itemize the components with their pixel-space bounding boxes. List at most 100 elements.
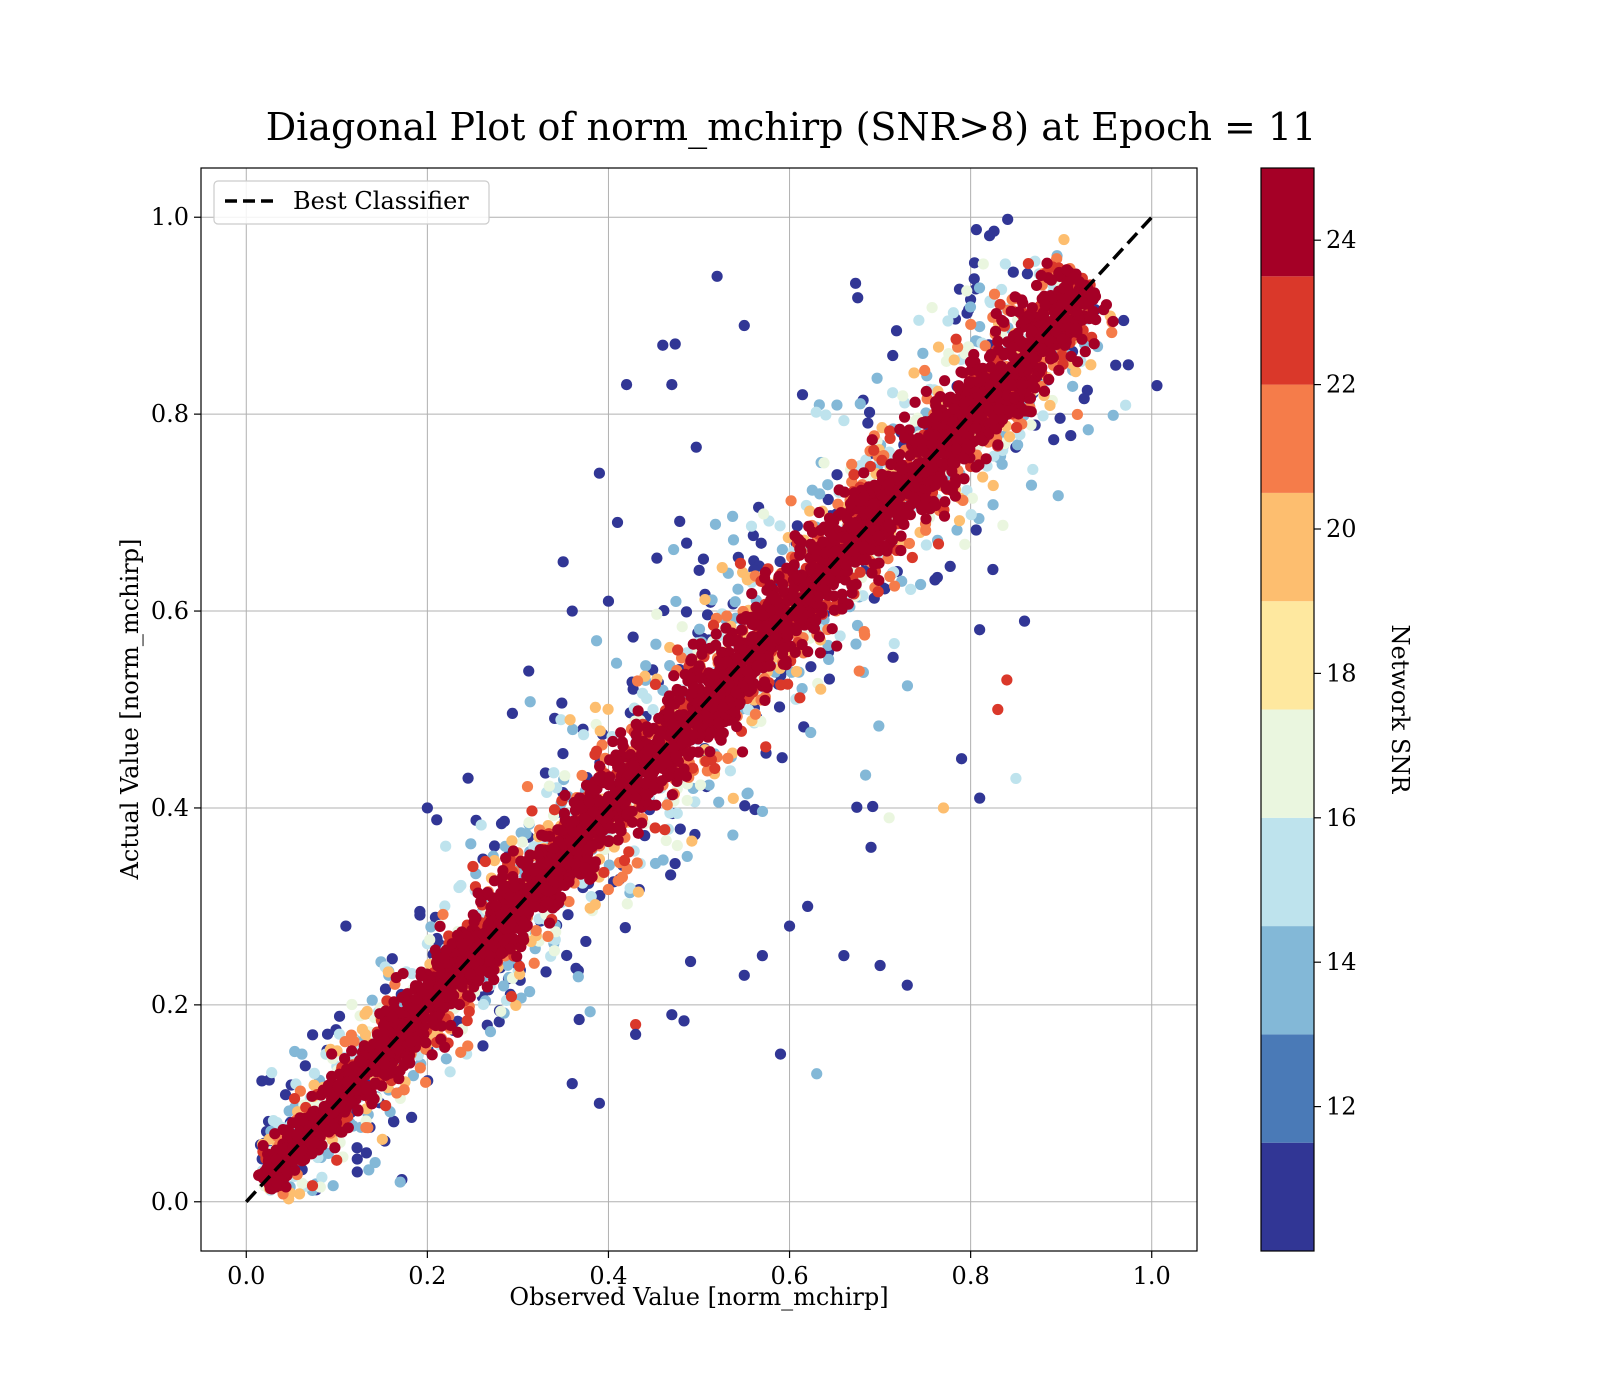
- scatter-point: [903, 478, 915, 490]
- scatter-point: [1047, 293, 1059, 305]
- scatter-point: [306, 1090, 318, 1102]
- scatter-point: [363, 1164, 375, 1176]
- scatter-point: [714, 731, 726, 743]
- scatter-point: [669, 857, 681, 870]
- scatter-point: [831, 640, 843, 652]
- scatter-point: [820, 555, 833, 567]
- scatter-point: [462, 772, 474, 784]
- scatter-point: [329, 1142, 341, 1154]
- scatter-point: [543, 780, 555, 792]
- scatter-point: [709, 518, 722, 530]
- scatter-point: [467, 860, 479, 873]
- scatter-point: [594, 760, 606, 772]
- scatter-point: [612, 834, 624, 846]
- scatter-point: [589, 701, 601, 714]
- scatter-point: [749, 708, 762, 720]
- scatter-point: [434, 920, 446, 932]
- scatter-point: [908, 367, 920, 379]
- scatter-point: [475, 896, 487, 908]
- scatter-point: [564, 714, 576, 726]
- scatter-point: [796, 389, 809, 401]
- scatter-point: [590, 635, 603, 647]
- scatter-point: [659, 824, 671, 836]
- scatter-point: [465, 838, 477, 850]
- scatter-point: [1065, 350, 1077, 363]
- scatter-point: [966, 492, 978, 504]
- scatter-point: [1044, 399, 1056, 412]
- scatter-point: [929, 499, 942, 512]
- scatter-point: [369, 1078, 382, 1090]
- scatter-point: [584, 873, 596, 885]
- scatter-point: [523, 665, 535, 677]
- scatter-point: [965, 509, 977, 521]
- scatter-point: [815, 683, 827, 695]
- scatter-point: [631, 857, 643, 869]
- scatter-point: [947, 307, 959, 319]
- scatter-point: [632, 705, 644, 717]
- scatter-point: [1043, 334, 1055, 346]
- scatter-point: [572, 971, 584, 983]
- scatter-point: [810, 406, 822, 418]
- scatter-point: [759, 566, 772, 578]
- scatter-point: [539, 767, 552, 779]
- scatter-point: [686, 835, 698, 847]
- scatter-point: [657, 854, 669, 866]
- scatter-point: [835, 507, 847, 519]
- scatter-point: [366, 1098, 378, 1110]
- scatter-point: [516, 836, 528, 848]
- scatter-point: [907, 492, 920, 504]
- scatter-point: [321, 1028, 334, 1040]
- scatter-point: [1002, 213, 1014, 225]
- scatter-point: [970, 422, 982, 434]
- scatter-point: [721, 610, 733, 622]
- scatter-point: [631, 675, 644, 687]
- scatter-point: [700, 755, 712, 767]
- scatter-point: [386, 953, 398, 965]
- scatter-point: [498, 815, 510, 827]
- scatter-point: [790, 625, 802, 637]
- scatter-point: [974, 320, 986, 333]
- scatter-point: [994, 298, 1006, 311]
- scatter-point: [860, 553, 872, 566]
- scatter-point: [828, 590, 840, 602]
- scatter-point: [996, 363, 1009, 375]
- scatter-point: [866, 434, 878, 446]
- scatter-point: [382, 966, 394, 978]
- scatter-point: [331, 1154, 343, 1166]
- scatter-point: [931, 571, 943, 584]
- scatter-point: [919, 364, 931, 377]
- scatter-point: [804, 505, 816, 517]
- scatter-point: [727, 510, 739, 522]
- scatter-point: [339, 1036, 351, 1048]
- scatter-point: [660, 834, 672, 847]
- scatter-point: [543, 917, 556, 929]
- scatter-point: [746, 588, 758, 600]
- scatter-point: [348, 1035, 360, 1048]
- scatter-point: [651, 608, 663, 620]
- scatter-point: [498, 980, 510, 992]
- scatter-point: [621, 898, 633, 910]
- scatter-point: [641, 692, 653, 705]
- scatter-point: [437, 908, 449, 921]
- scatter-point: [306, 1180, 319, 1192]
- scatter-point: [840, 559, 852, 571]
- scatter-point: [346, 1045, 358, 1057]
- scatter-point: [548, 804, 561, 816]
- scatter-point: [452, 1026, 464, 1038]
- scatter-point: [696, 641, 708, 653]
- scatter-point: [764, 579, 776, 591]
- scatter-point: [518, 934, 530, 946]
- scatter-point: [888, 580, 901, 592]
- scatter-point: [820, 409, 832, 421]
- scatter-point: [414, 905, 426, 918]
- scatter-point: [1107, 409, 1119, 421]
- scatter-point: [511, 950, 523, 963]
- scatter-point: [269, 1128, 281, 1140]
- scatter-point: [380, 1100, 392, 1112]
- scatter-point: [481, 981, 493, 993]
- scatter-point: [680, 606, 693, 618]
- scatter-point: [678, 1015, 690, 1027]
- scatter-point: [1053, 364, 1065, 376]
- scatter-point: [463, 1005, 475, 1018]
